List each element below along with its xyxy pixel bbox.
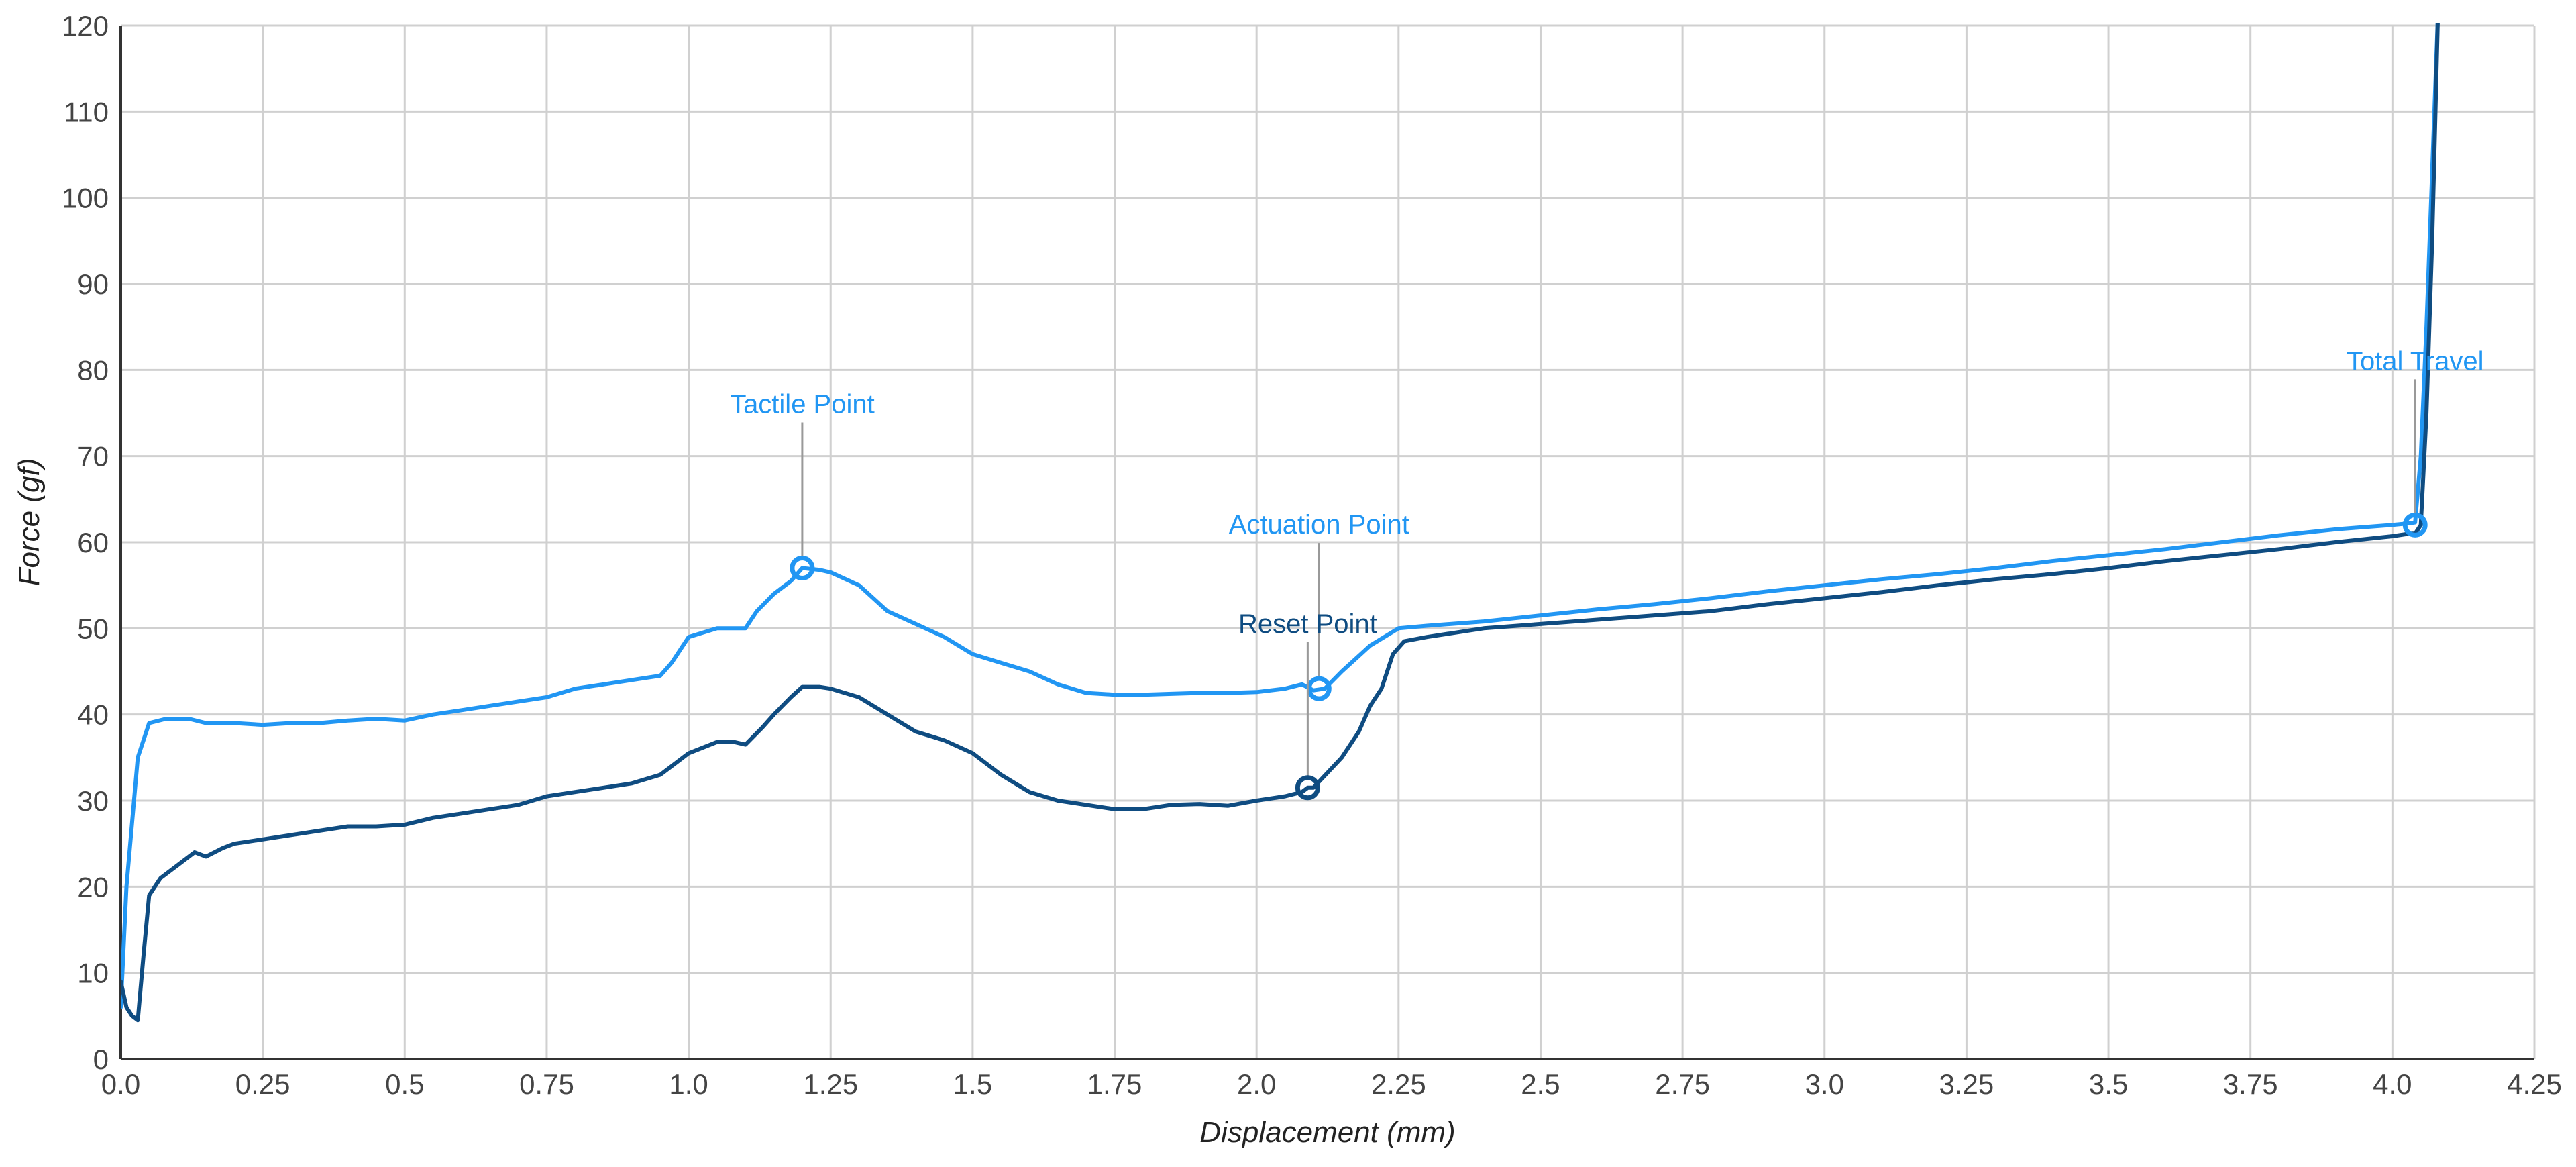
x-tick-label: 2.0: [1237, 1068, 1276, 1100]
x-tick-label: 3.5: [2089, 1068, 2128, 1100]
x-tick-label: 0.75: [519, 1068, 574, 1100]
series-line-downstroke: [121, 23, 2440, 1009]
x-tick-label: 1.75: [1087, 1068, 1142, 1100]
x-tick-label: 0.5: [385, 1068, 424, 1100]
annotations: Tactile Point Actuation Point Reset Point T…: [730, 346, 2484, 801]
x-tick-label: 1.5: [953, 1068, 992, 1100]
y-tick-label: 0: [93, 1044, 109, 1075]
total-travel-label: Total Travel: [2347, 346, 2484, 376]
x-tick-label: 2.5: [1521, 1068, 1560, 1100]
actuation-point-marker: [1306, 676, 1332, 701]
x-axis-title: Displacement (mm): [1199, 1116, 1455, 1149]
y-tick-label: 90: [77, 268, 109, 300]
tactile-point-label: Tactile Point: [730, 390, 875, 419]
grid: [119, 24, 2536, 1060]
x-tick-label: 1.0: [669, 1068, 708, 1100]
y-tick-label: 10: [77, 958, 109, 989]
y-tick-label: 80: [77, 354, 109, 386]
y-tick-label: 100: [62, 183, 109, 214]
y-tick-label: 60: [77, 527, 109, 558]
x-tick-label: 3.75: [2223, 1068, 2278, 1100]
y-tick-label: 30: [77, 785, 109, 817]
x-tick-label: 0.25: [235, 1068, 290, 1100]
y-tick-label: 120: [62, 10, 109, 42]
axes: 0.0 0.25 0.5 0.75 1.0 1.25 1.5 1.75 2.0 2.25 2.5 2.…: [62, 10, 2562, 1100]
y-tick-label: 110: [64, 96, 109, 128]
series-line-upstroke: [121, 23, 2440, 1023]
x-tick-label: 4.0: [2373, 1068, 2412, 1100]
y-tick-label: 50: [77, 613, 109, 644]
x-tick-label: 1.25: [803, 1068, 858, 1100]
y-tick-label: 40: [77, 699, 109, 731]
x-tick-label: 3.25: [1939, 1068, 1994, 1100]
y-axis-title: Force (gf): [13, 458, 46, 587]
reset-point-label: Reset Point: [1238, 609, 1377, 639]
x-tick-label: 2.25: [1371, 1068, 1426, 1100]
tactile-point-marker: [790, 556, 815, 580]
actuation-point-label: Actuation Point: [1229, 510, 1409, 540]
x-tick-label: 2.75: [1655, 1068, 1710, 1100]
x-tick-label: 4.25: [2507, 1068, 2562, 1100]
x-tick-label: 3.0: [1805, 1068, 1844, 1100]
x-tick-label: 0.0: [101, 1068, 140, 1100]
y-tick-label: 20: [77, 871, 109, 903]
reset-point-marker: [1295, 775, 1320, 801]
y-tick-label: 70: [77, 441, 109, 472]
series-lines: [121, 23, 2440, 1023]
total-travel-marker: [2402, 512, 2428, 538]
